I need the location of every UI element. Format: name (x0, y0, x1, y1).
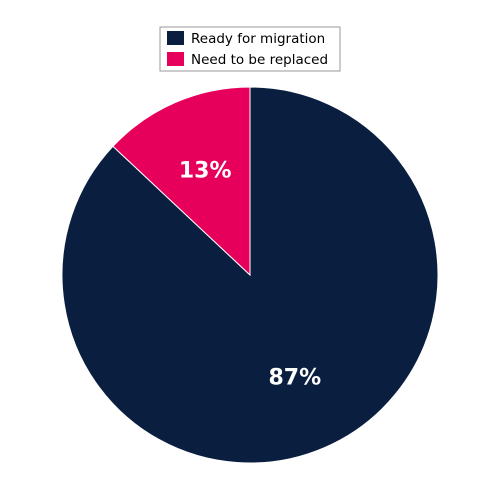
legend-label: Need to be replaced (191, 52, 328, 68)
legend-swatch (167, 31, 184, 45)
data-label: 87% (268, 366, 321, 391)
legend-swatch (167, 52, 184, 66)
pie-slice (112, 86, 251, 277)
data-label: 13% (179, 158, 232, 183)
legend-label: Ready for migration (191, 31, 325, 47)
legend-box (159, 26, 341, 72)
